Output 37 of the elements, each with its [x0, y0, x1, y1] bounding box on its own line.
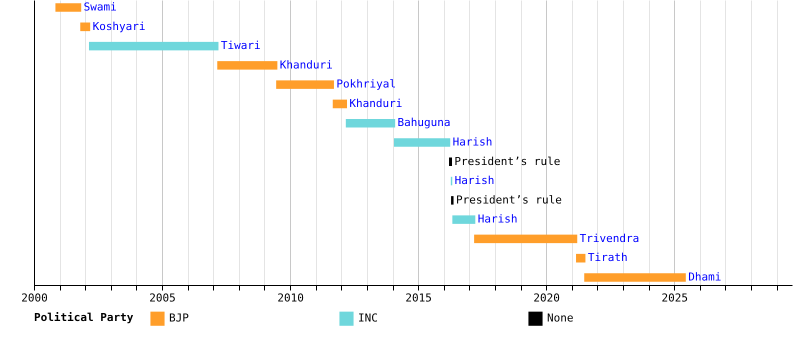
bar [276, 80, 334, 89]
y-tick-label: Harish [478, 212, 518, 226]
bar [80, 22, 90, 32]
bar [55, 3, 82, 12]
legend-label: INC [358, 312, 378, 325]
x-tick-label: 2010 [277, 292, 304, 304]
y-tick-label: Bahuguna [398, 116, 451, 130]
y-tick-label: Khanduri [349, 96, 402, 110]
y-tick-label: Trivendra [580, 232, 640, 245]
bar [576, 254, 586, 262]
x-tick-label: 2015 [405, 292, 432, 304]
legend-label: None [547, 312, 574, 325]
bar [88, 42, 218, 50]
y-tick-label: Swami [84, 0, 117, 14]
bar [584, 273, 686, 282]
bar [346, 118, 396, 128]
y-tick-label: Pokhriyal [336, 78, 396, 91]
y-tick-label: Khanduri [280, 58, 333, 72]
y-tick-label: Dhami [688, 270, 722, 284]
y-tick-label: Koshyari [92, 20, 146, 33]
x-tick-label: 2000 [21, 292, 48, 304]
y-tick-label: Tirath [588, 251, 628, 264]
bar [217, 61, 278, 70]
y-tick-label: President’s rule [454, 154, 560, 168]
legend-title: Political Party [34, 311, 134, 324]
bar [452, 215, 476, 224]
y-tick-label: Tiwari [220, 39, 261, 52]
y-tick-label: Harish [452, 136, 492, 148]
x-tick-label: 2020 [533, 292, 560, 304]
y-tick-label: Harish [454, 174, 494, 188]
bar [394, 138, 450, 147]
bar [474, 234, 578, 244]
y-tick-label: President’s rule [456, 193, 562, 206]
x-tick-label: 2005 [149, 292, 176, 304]
bar [332, 100, 348, 108]
x-tick-label: 2025 [661, 292, 688, 304]
legend-label: BJP [169, 312, 190, 325]
